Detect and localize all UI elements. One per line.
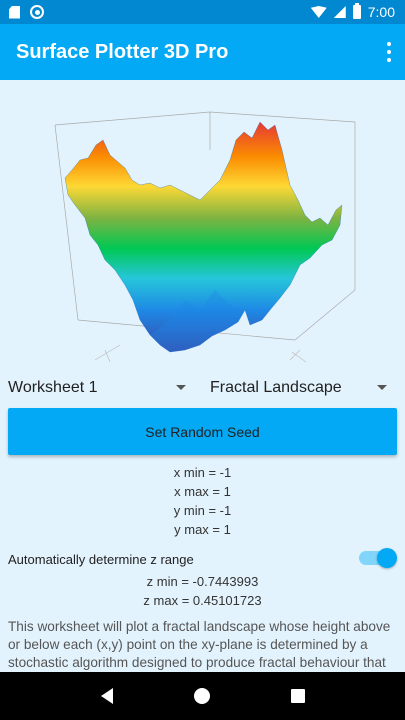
set-random-seed-button[interactable]: Set Random Seed <box>8 408 397 455</box>
y-max-value: y max = 1 <box>174 522 231 537</box>
auto-z-range-label: Automatically determine z range <box>8 551 194 567</box>
home-icon[interactable] <box>193 688 210 704</box>
app-title: Surface Plotter 3D Pro <box>16 40 229 63</box>
sync-icon <box>30 5 44 19</box>
z-ranges: z min = -0.7443993 z max = 0.45101723 <box>0 572 405 610</box>
surface-plot[interactable] <box>0 95 405 370</box>
signal-icon <box>333 6 346 18</box>
battery-icon <box>352 3 361 19</box>
x-max-value: x max = 1 <box>174 484 231 499</box>
bounding-box <box>54 111 356 341</box>
dropdown-arrow-icon <box>377 385 387 390</box>
switch-knob <box>377 548 397 568</box>
navigation-bar <box>0 672 405 720</box>
wifi-icon <box>310 6 327 18</box>
back-icon[interactable] <box>100 688 113 704</box>
dropdown-arrow-icon <box>176 385 186 390</box>
overflow-menu-icon[interactable] <box>387 42 391 62</box>
plot-type-dropdown[interactable]: Fractal Landscape <box>210 370 387 406</box>
terrain-surface <box>64 121 343 353</box>
xy-ranges: x min = -1 x max = 1 y min = -1 y max = … <box>0 463 405 539</box>
status-time: 7:00 <box>367 4 395 20</box>
recents-icon[interactable] <box>290 689 305 703</box>
y-min-value: y min = -1 <box>173 503 232 518</box>
auto-z-range-row: Automatically determine z range <box>8 548 397 570</box>
plot-type-selected: Fractal Landscape <box>210 379 342 396</box>
x-min-value: x min = -1 <box>173 465 232 480</box>
axis-markers <box>94 344 307 363</box>
terrain-shading <box>150 290 245 352</box>
z-min-value: z min = -0.7443993 <box>146 574 259 589</box>
worksheet-selected: Worksheet 1 <box>8 379 98 396</box>
status-bar: 7:00 <box>0 0 405 24</box>
worksheet-dropdown[interactable]: Worksheet 1 <box>8 370 186 406</box>
worksheet-description: This worksheet will plot a fractal lands… <box>8 619 391 670</box>
auto-z-range-switch[interactable] <box>359 548 397 568</box>
sd-card-icon <box>9 5 20 19</box>
app-bar: Surface Plotter 3D Pro <box>0 24 405 80</box>
z-max-value: z max = 0.45101723 <box>143 593 262 608</box>
